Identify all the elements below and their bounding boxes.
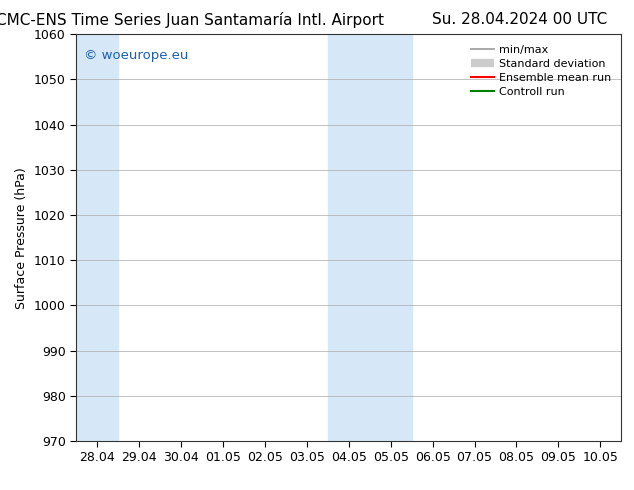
Y-axis label: Surface Pressure (hPa): Surface Pressure (hPa) [15,167,29,309]
Legend: min/max, Standard deviation, Ensemble mean run, Controll run: min/max, Standard deviation, Ensemble me… [467,40,616,102]
Text: Su. 28.04.2024 00 UTC: Su. 28.04.2024 00 UTC [432,12,607,27]
Text: CMC-ENS Time Series Juan Santamaría Intl. Airport: CMC-ENS Time Series Juan Santamaría Intl… [0,12,384,28]
Bar [76,34,118,441]
Bar [328,34,370,441]
Bar [370,34,411,441]
Text: © woeurope.eu: © woeurope.eu [84,49,189,62]
